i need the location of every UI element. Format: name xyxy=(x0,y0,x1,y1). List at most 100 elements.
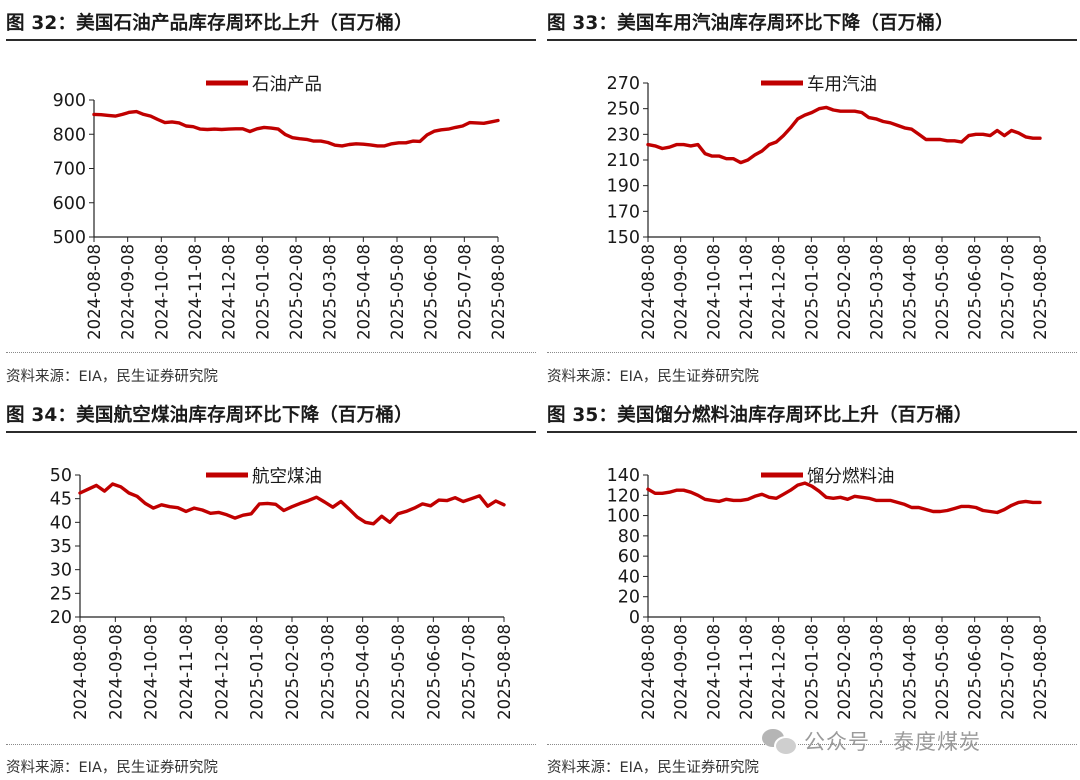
y-tick-label: 900 xyxy=(53,91,86,111)
x-tick-label: 2025-07-08 xyxy=(998,624,1017,720)
y-tick-label: 100 xyxy=(607,507,640,527)
title-divider xyxy=(547,39,1077,41)
source-divider xyxy=(6,352,536,354)
watermark-text: 公众号 · 泰度煤炭 xyxy=(804,730,982,754)
chart-svg: 150 170 190 210 230 250 270 2024-08-08 2024-09-0… xyxy=(607,74,1050,340)
y-tick-label: 30 xyxy=(50,561,72,581)
x-tick-label: 2025-02-08 xyxy=(283,624,302,720)
x-tick-label: 2025-01-08 xyxy=(253,244,272,340)
x-tick-label: 2024-09-08 xyxy=(106,624,125,720)
y-tick-label: 50 xyxy=(50,466,72,486)
x-tick-label: 2024-08-08 xyxy=(639,624,658,720)
x-tick-label: 2024-11-08 xyxy=(737,624,756,720)
x-tick-label: 2025-06-08 xyxy=(966,244,985,340)
x-tick-label: 2025-01-08 xyxy=(802,624,821,720)
x-tick-label: 2025-06-08 xyxy=(424,624,443,720)
source-note: 资料来源：EIA，民生证券研究院 xyxy=(547,369,759,385)
source-note: 资料来源：EIA，民生证券研究院 xyxy=(6,369,218,385)
source-divider xyxy=(6,744,536,746)
series-line xyxy=(78,482,506,526)
x-tick-label: 2025-01-08 xyxy=(248,624,267,720)
watermark: 公众号 · 泰度煤炭 xyxy=(762,726,981,756)
y-tick-label: 40 xyxy=(50,513,72,533)
x-tick-label: 2025-08-08 xyxy=(1031,624,1050,720)
legend-label: 车用汽油 xyxy=(807,75,877,95)
chart-svg: 20 25 30 35 40 45 50 2024-08-08 2024-09-08 2024-1… xyxy=(50,466,514,720)
y-tick-label: 35 xyxy=(50,537,72,557)
x-tick-label: 2025-07-08 xyxy=(460,624,479,720)
x-tick-label: 2024-09-08 xyxy=(672,624,691,720)
x-tick-label: 2025-02-08 xyxy=(287,244,306,340)
x-tick-label: 2024-11-08 xyxy=(737,244,756,340)
x-tick-label: 2024-12-08 xyxy=(212,624,231,720)
y-tick-label: 120 xyxy=(607,486,640,506)
x-tick-label: 2025-08-08 xyxy=(495,624,514,720)
chart-title: 图 32：美国石油产品库存周环比上升（百万桶） xyxy=(6,13,413,34)
x-tick-label: 2025-08-08 xyxy=(1031,244,1050,340)
x-tick-label: 2024-10-08 xyxy=(704,244,723,340)
x-tick-label: 2025-07-08 xyxy=(455,244,474,340)
source-divider xyxy=(547,352,1077,354)
x-tick-label: 2025-03-08 xyxy=(318,624,337,720)
y-tick-label: 270 xyxy=(607,74,640,94)
y-tick-label: 80 xyxy=(618,527,640,547)
y-tick-label: 230 xyxy=(607,125,640,145)
x-tick-label: 2024-10-08 xyxy=(142,624,161,720)
x-tick-label: 2024-12-08 xyxy=(770,244,789,340)
x-tick-label: 2025-04-08 xyxy=(354,244,373,340)
x-tick-label: 2025-07-08 xyxy=(998,244,1017,340)
x-tick-label: 2025-04-08 xyxy=(900,244,919,340)
source-note: 资料来源：EIA，民生证券研究院 xyxy=(547,760,759,776)
chart-panel-34: 图 34：美国航空煤油库存周环比下降（百万桶） 20 25 30 35 40 45 50 20… xyxy=(6,404,536,780)
x-tick-label: 2024-11-08 xyxy=(186,244,205,340)
y-tick-label: 500 xyxy=(53,228,86,248)
chart-svg: 500 600 700 800 900 2024-08-08 2024-09-08 2024-… xyxy=(53,75,508,340)
legend-label: 航空煤油 xyxy=(252,467,322,487)
title-divider xyxy=(547,431,1077,433)
y-tick-label: 800 xyxy=(53,125,86,145)
chart-title: 图 34：美国航空煤油库存周环比下降（百万桶） xyxy=(6,405,413,426)
series-line xyxy=(646,105,1042,165)
x-tick-label: 2025-05-08 xyxy=(933,244,952,340)
y-tick-label: 150 xyxy=(607,228,640,248)
y-tick-label: 20 xyxy=(50,608,72,628)
y-tick-label: 45 xyxy=(50,490,72,510)
x-tick-label: 2025-08-08 xyxy=(489,244,508,340)
x-tick-label: 2025-01-08 xyxy=(802,244,821,340)
x-tick-label: 2025-02-08 xyxy=(835,624,854,720)
x-tick-label: 2024-09-08 xyxy=(672,244,691,340)
x-tick-label: 2024-08-08 xyxy=(639,244,658,340)
legend-label: 馏分燃料油 xyxy=(807,467,895,487)
x-tick-label: 2024-12-08 xyxy=(770,624,789,720)
x-tick-label: 2025-03-08 xyxy=(868,624,887,720)
chart-title: 图 33：美国车用汽油库存周环比下降（百万桶） xyxy=(547,13,954,34)
y-tick-label: 250 xyxy=(607,100,640,120)
y-tick-label: 170 xyxy=(607,202,640,222)
x-tick-label: 2025-06-08 xyxy=(966,624,985,720)
x-tick-label: 2025-03-08 xyxy=(321,244,340,340)
x-tick-label: 2024-10-08 xyxy=(704,624,723,720)
x-tick-label: 2024-08-08 xyxy=(85,244,104,340)
x-tick-label: 2024-08-08 xyxy=(71,624,90,720)
y-tick-label: 190 xyxy=(607,177,640,197)
x-tick-label: 2025-03-08 xyxy=(868,244,887,340)
chart-panel-33: 图 33：美国车用汽油库存周环比下降（百万桶） 150 170 190 210 230 2… xyxy=(547,12,1077,392)
source-divider xyxy=(547,744,1077,746)
y-tick-label: 60 xyxy=(618,547,640,567)
y-tick-label: 140 xyxy=(607,466,640,486)
y-tick-label: 25 xyxy=(50,584,72,604)
series-line xyxy=(646,481,1042,515)
x-tick-label: 2025-04-08 xyxy=(900,624,919,720)
y-tick-label: 700 xyxy=(53,160,86,180)
x-tick-label: 2025-04-08 xyxy=(354,624,373,720)
x-tick-label: 2024-10-08 xyxy=(152,244,171,340)
title-divider xyxy=(6,39,536,41)
x-tick-label: 2024-09-08 xyxy=(119,244,138,340)
y-tick-label: 600 xyxy=(53,194,86,214)
chart-panel-32: 图 32：美国石油产品库存周环比上升（百万桶） 500 600 700 800 900 2… xyxy=(6,12,536,392)
x-tick-label: 2025-06-08 xyxy=(422,244,441,340)
title-divider xyxy=(6,431,536,433)
y-tick-label: 40 xyxy=(618,567,640,587)
x-tick-label: 2024-11-08 xyxy=(177,624,196,720)
